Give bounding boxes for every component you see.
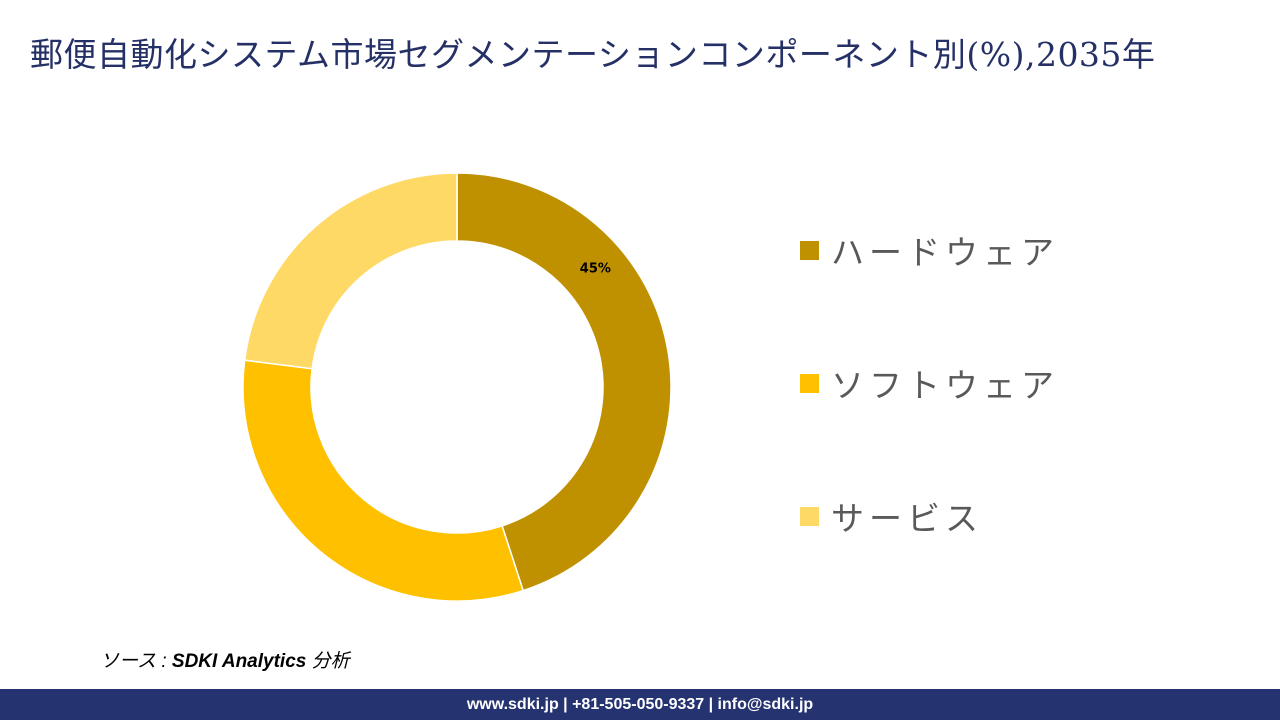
legend-swatch-services (800, 506, 819, 526)
donut-segment-2 (243, 172, 458, 370)
legend-swatch-hardware (800, 240, 819, 260)
legend-label: サービス (831, 499, 983, 538)
footer-bar: www.sdki.jp | +81-505-050-9337 | info@sd… (0, 689, 1280, 720)
chart-title: 郵便自動化システム市場セグメンテーションコンポーネント別(%),2035年 (30, 35, 1156, 74)
chart-legend: ハードウェア ソフトウェア サービス (800, 225, 1059, 624)
data-label: 45% (580, 261, 611, 276)
legend-label: ソフトウェア (831, 366, 1059, 405)
source-note: ソース : SDKI Analytics 分析 (100, 646, 350, 673)
source-name: SDKI Analytics (171, 651, 307, 672)
donut-segment-0 (456, 172, 672, 592)
donut-chart-svg: 45% (242, 172, 672, 602)
source-suffix: 分析 (306, 651, 350, 672)
source-prefix: ソース : (100, 651, 172, 672)
legend-label: ハードウェア (831, 233, 1059, 272)
legend-swatch-software (800, 373, 819, 393)
legend-item-hardware: ハードウェア (800, 225, 1059, 275)
legend-item-software: ソフトウェア (800, 358, 1059, 408)
footer-contact: www.sdki.jp | +81-505-050-9337 | info@sd… (466, 696, 814, 713)
legend-item-services: サービス (800, 491, 1059, 541)
donut-chart: 45% (230, 160, 690, 620)
donut-segment-1 (242, 359, 525, 602)
